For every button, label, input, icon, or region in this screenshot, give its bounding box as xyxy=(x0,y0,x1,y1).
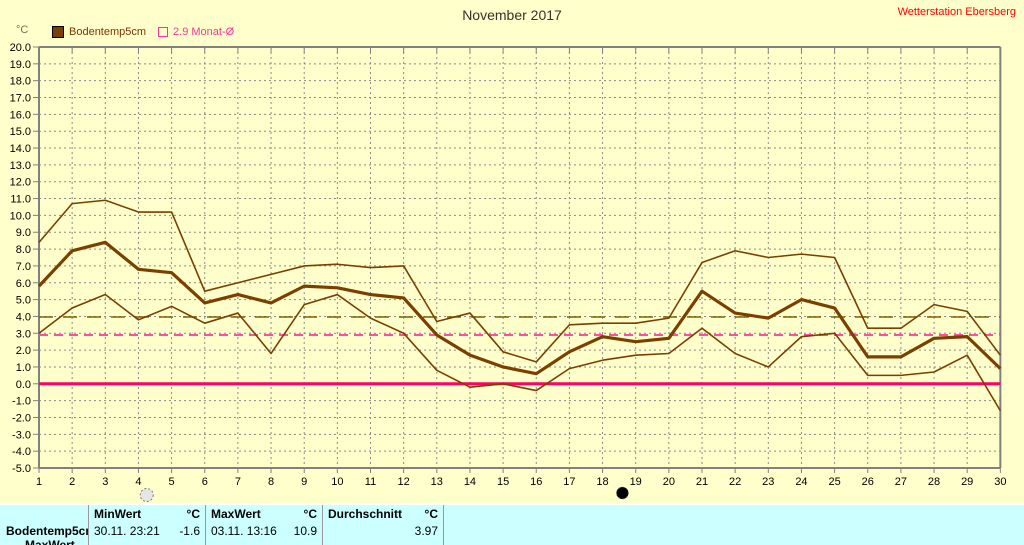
svg-text:6.0: 6.0 xyxy=(16,278,31,290)
series1-label: Bodentemp5cm xyxy=(69,26,147,38)
svg-text:2.0: 2.0 xyxy=(16,345,31,357)
stats-header-minwert: MinWert °C xyxy=(88,505,205,522)
avg-value: 3.97 xyxy=(414,523,438,538)
svg-text:19.0: 19.0 xyxy=(10,59,31,71)
gridlines xyxy=(38,46,1001,469)
new-moon-icon xyxy=(615,486,629,500)
svg-text:21: 21 xyxy=(696,476,708,488)
svg-text:27: 27 xyxy=(895,476,907,488)
full-moon-icon xyxy=(139,488,154,502)
svg-text:29: 29 xyxy=(961,476,973,488)
svg-text:0.0: 0.0 xyxy=(16,379,31,391)
svg-text:-3.0: -3.0 xyxy=(12,429,31,441)
bodentemp5cm-daily-mean xyxy=(37,240,1002,376)
sensor-row-label: Bodentemp5cm xyxy=(6,523,88,538)
svg-text:17: 17 xyxy=(563,476,575,488)
svg-text:-4.0: -4.0 xyxy=(12,446,31,458)
svg-text:10: 10 xyxy=(331,476,343,488)
svg-text:4.0: 4.0 xyxy=(16,311,31,323)
svg-text:15: 15 xyxy=(497,476,509,488)
svg-text:7: 7 xyxy=(235,476,241,488)
min-value-cell: 30.11. 23:21 -1.6 xyxy=(88,522,205,539)
axis-frame xyxy=(38,46,1002,469)
svg-text:14: 14 xyxy=(464,476,476,488)
svg-text:3.0: 3.0 xyxy=(16,328,31,340)
series2-swatch-icon xyxy=(158,27,169,37)
svg-text:6: 6 xyxy=(202,476,208,488)
station-label: Wetterstation Ebersberg xyxy=(897,6,1016,18)
bodentemp5cm-daily-min xyxy=(38,293,1002,412)
svg-text:4: 4 xyxy=(135,476,141,488)
page-title: November 2017 xyxy=(462,7,562,23)
svg-text:9.0: 9.0 xyxy=(16,227,31,239)
min-datetime: 30.11. 23:21 xyxy=(94,523,160,538)
svg-text:10.0: 10.0 xyxy=(10,210,31,222)
svg-text:8.0: 8.0 xyxy=(16,244,31,256)
svg-text:2: 2 xyxy=(69,476,75,488)
svg-text:14.0: 14.0 xyxy=(10,143,31,155)
temperature-line-chart: 20.019.018.017.016.015.014.013.012.011.0… xyxy=(10,42,1007,502)
svg-text:-1.0: -1.0 xyxy=(12,396,31,408)
axis-ticks xyxy=(33,46,1001,473)
svg-text:-5.0: -5.0 xyxy=(12,463,31,475)
clipped-row-label: MaxWert xyxy=(0,539,88,545)
svg-text:26: 26 xyxy=(862,476,874,488)
y-axis-unit-label: °C xyxy=(16,24,29,36)
svg-text:1: 1 xyxy=(36,476,42,488)
svg-text:11.0: 11.0 xyxy=(10,194,31,206)
svg-text:16: 16 xyxy=(530,476,542,488)
svg-text:17.0: 17.0 xyxy=(10,93,31,105)
svg-text:19: 19 xyxy=(630,476,642,488)
svg-text:5: 5 xyxy=(169,476,175,488)
svg-text:28: 28 xyxy=(928,476,940,488)
svg-text:7.0: 7.0 xyxy=(16,261,31,273)
svg-text:24: 24 xyxy=(795,476,807,488)
min-value: -1.6 xyxy=(179,523,200,538)
svg-text:12.0: 12.0 xyxy=(10,177,31,189)
svg-text:20: 20 xyxy=(663,476,675,488)
max-value: 10.9 xyxy=(293,523,317,538)
svg-text:1.0: 1.0 xyxy=(16,362,31,374)
bodentemp5cm-daily-max xyxy=(38,199,1001,363)
svg-text:20.0: 20.0 xyxy=(10,42,31,54)
svg-text:13: 13 xyxy=(431,476,443,488)
svg-text:9: 9 xyxy=(301,476,307,488)
svg-text:13.0: 13.0 xyxy=(10,160,31,172)
series2-label: 2.9 Monat-Ø xyxy=(173,26,235,38)
chart-legend: Bodentemp5cm 2.9 Monat-Ø xyxy=(52,26,234,38)
max-datetime: 03.11. 13:16 xyxy=(211,523,277,538)
svg-text:22: 22 xyxy=(729,476,741,488)
x-axis-labels: 1 2 3 4 5 6 7 8 9 10 11 12 13 14 15 16 17 18 19 20 21 22 23 24 2… xyxy=(36,476,1007,488)
svg-text:30: 30 xyxy=(994,476,1006,488)
svg-text:15.0: 15.0 xyxy=(10,126,31,138)
svg-text:3: 3 xyxy=(102,476,108,488)
svg-text:18: 18 xyxy=(596,476,608,488)
svg-text:16.0: 16.0 xyxy=(10,109,31,121)
svg-text:11: 11 xyxy=(365,476,376,488)
stats-header-maxwert: MaxWert °C xyxy=(205,505,322,522)
stats-table: MinWert °C MaxWert °C Durchschnitt °C Bo… xyxy=(0,503,1024,545)
svg-text:23: 23 xyxy=(762,476,774,488)
y-axis-labels: 20.0 19.0 18.0 17.0 16.0 15.0 14.0 13.0 12.0 11.0… xyxy=(10,42,31,475)
stats-header-spacer xyxy=(443,505,1024,522)
data-row-spacer xyxy=(443,522,1024,539)
stats-header-empty xyxy=(0,505,88,522)
svg-text:-2.0: -2.0 xyxy=(12,412,31,424)
svg-text:12: 12 xyxy=(398,476,410,488)
svg-text:5.0: 5.0 xyxy=(16,295,31,307)
avg-value-cell: 3.97 xyxy=(322,522,443,539)
stats-header-durchschnitt: Durchschnitt °C xyxy=(322,505,443,522)
max-value-cell: 03.11. 13:16 10.9 xyxy=(205,522,322,539)
svg-text:18.0: 18.0 xyxy=(10,76,31,88)
svg-text:8: 8 xyxy=(268,476,274,488)
svg-text:25: 25 xyxy=(828,476,840,488)
series1-swatch-icon xyxy=(52,26,64,38)
